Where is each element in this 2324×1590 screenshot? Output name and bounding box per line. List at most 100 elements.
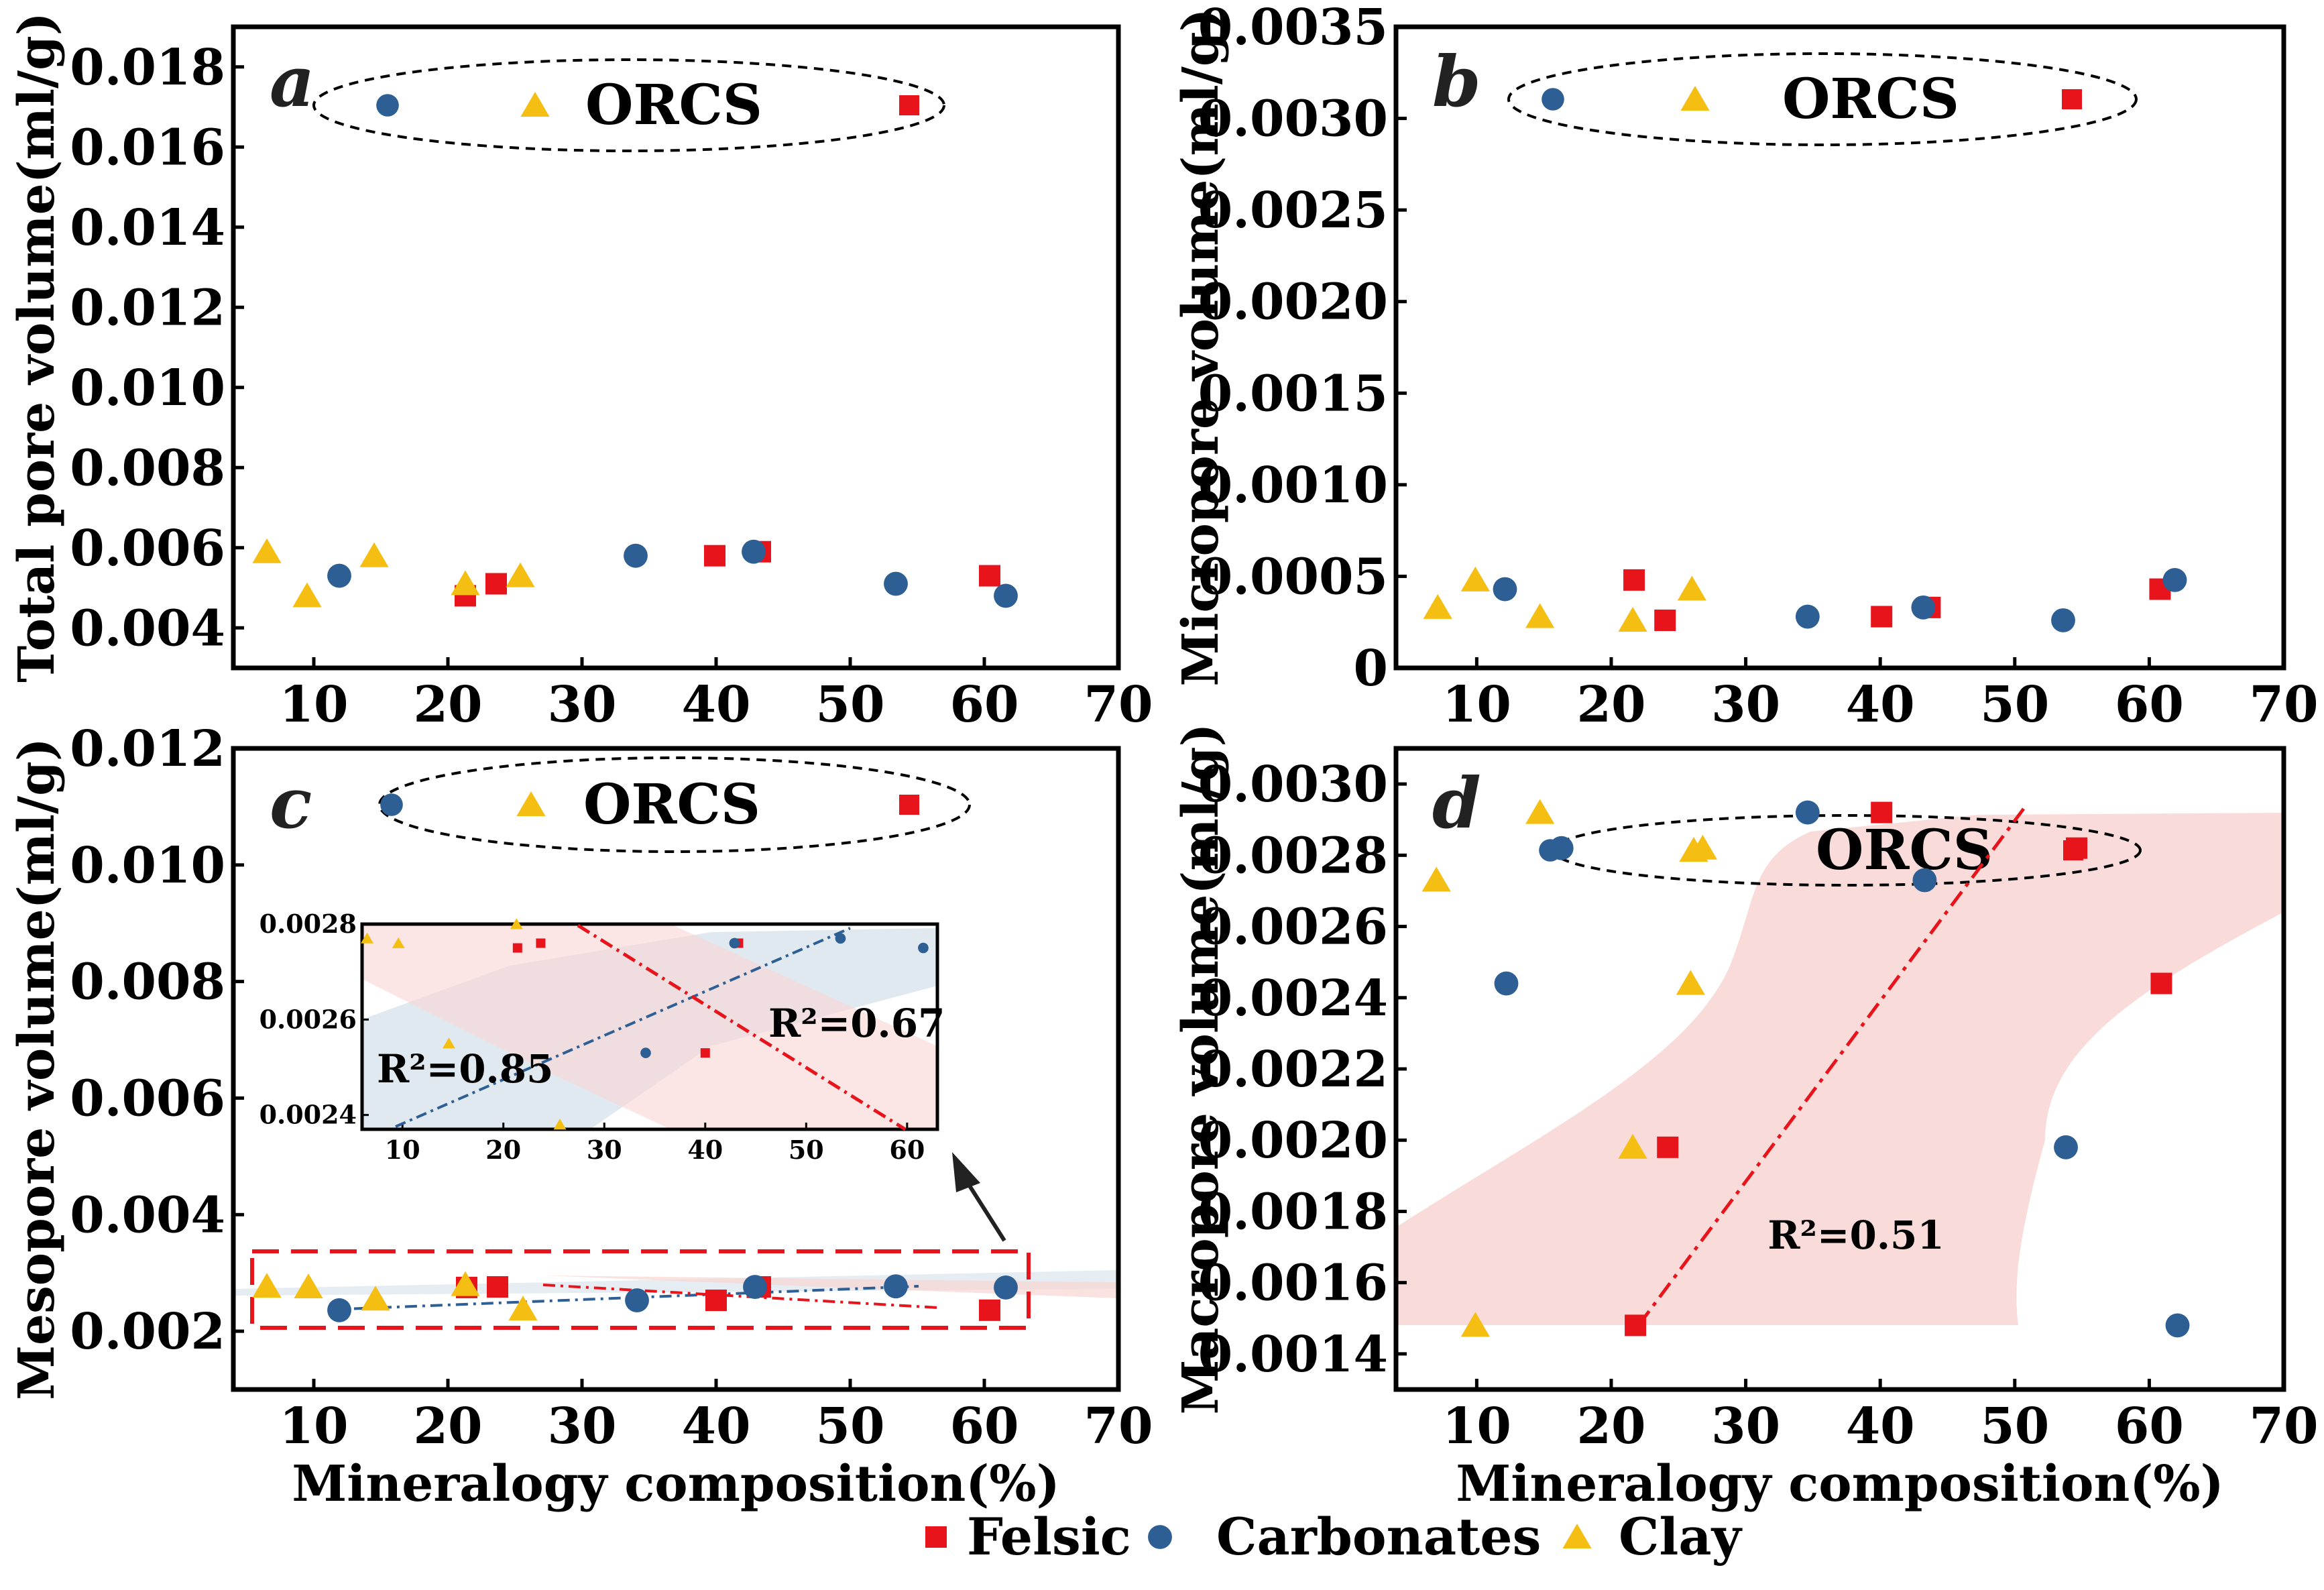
data-point-carbonates xyxy=(2162,567,2187,592)
orcs-clay-marker xyxy=(520,92,550,117)
inset-y-tick-label: 0.0028 xyxy=(259,909,357,939)
data-point-felsic xyxy=(485,573,507,595)
trend-line-felsic xyxy=(542,1284,939,1309)
data-point-carbonates xyxy=(1494,971,1519,996)
data-point-carbonates xyxy=(1493,577,1517,602)
inset-r-squared-carbonates: R²=0.85 xyxy=(377,1046,553,1092)
inset-chart: 0.0024 0.0026 0.0028 10 20 30 40 50 60 R²=0.85 R²=… xyxy=(259,909,945,1165)
data-point-clay xyxy=(1460,566,1490,591)
y-tick-label: 0.0028 xyxy=(1198,827,1388,885)
y-tick-label: 0.014 xyxy=(70,199,225,257)
panel-label: a xyxy=(270,40,314,123)
data-point-clay xyxy=(1618,1133,1647,1159)
y-tick-label: 0 xyxy=(1354,640,1389,697)
trend-line-carbonates xyxy=(328,1285,919,1311)
x-tick-label: 10 xyxy=(1442,676,1511,734)
inset-y-tick-label: 0.0024 xyxy=(259,1100,357,1130)
legend-label-carbonates: Carbonates xyxy=(1216,1507,1541,1567)
inset-x-tick-label: 50 xyxy=(789,1135,824,1165)
y-tick-label: 0.004 xyxy=(70,1186,225,1244)
y-tick-label: 0.0010 xyxy=(1198,457,1388,514)
orcs-carbonates-marker xyxy=(1542,88,1564,111)
data-point-clay xyxy=(1525,603,1555,628)
y-tick-label: 0.0035 xyxy=(1198,0,1388,56)
inset-band-felsic xyxy=(362,924,937,1129)
series-clay xyxy=(1421,799,1717,1337)
inset-data-point-carbonates xyxy=(640,1047,651,1058)
inset-x-tick-label: 30 xyxy=(587,1135,622,1165)
x-tick-label: 30 xyxy=(1711,1398,1780,1455)
y-tick-label: 0.008 xyxy=(70,439,225,497)
data-point-felsic xyxy=(1657,1136,1679,1158)
x-tick-label: 10 xyxy=(280,676,349,734)
y-tick-label: 0.0024 xyxy=(1198,970,1388,1027)
y-tick-label: 0.006 xyxy=(70,1070,225,1127)
data-point-clay xyxy=(361,1286,390,1311)
data-point-clay xyxy=(252,1273,282,1298)
data-point-carbonates xyxy=(884,571,908,596)
x-tick-label: 50 xyxy=(816,676,885,734)
data-point-felsic xyxy=(1623,569,1645,591)
legend: Felsic Carbonates Clay xyxy=(925,1507,1743,1567)
y-tick-label: 0.0022 xyxy=(1198,1041,1388,1098)
orcs-clay-marker xyxy=(516,791,546,816)
y-tick-label: 0.008 xyxy=(70,954,225,1011)
x-tick-label: 30 xyxy=(548,1398,617,1455)
y-axis-label: Macropore volume(ml/g) xyxy=(1172,723,1230,1414)
y-axis-label: Total pore volume(ml/g) xyxy=(8,12,66,683)
orcs-carbonates-marker xyxy=(376,94,399,117)
orcs-ellipse xyxy=(378,756,971,853)
data-point-felsic xyxy=(1654,609,1676,631)
inset-data-point-carbonates xyxy=(918,942,929,954)
r-squared-felsic: R²=0.51 xyxy=(1767,1212,1944,1258)
orcs-felsic-marker xyxy=(899,795,919,815)
data-point-felsic xyxy=(1871,801,1893,824)
y-tick-label: 0.016 xyxy=(70,119,225,176)
series-clay xyxy=(252,1271,538,1321)
data-point-felsic xyxy=(704,545,725,567)
y-tick-label: 0.0020 xyxy=(1198,1112,1388,1170)
orcs-label: ORCS xyxy=(1816,818,1993,883)
data-point-clay xyxy=(506,562,535,587)
plot-frame xyxy=(231,746,1121,1392)
data-point-carbonates xyxy=(2165,1313,2190,1338)
data-point-clay xyxy=(1421,866,1451,892)
inset-data-point-clay xyxy=(443,1037,455,1049)
x-axis-label: Mineralogy composition(%) xyxy=(1456,1455,2223,1513)
legend-label-clay: Clay xyxy=(1619,1507,1743,1567)
legend-marker-carbonates xyxy=(1148,1525,1172,1549)
x-tick-label: 70 xyxy=(2250,676,2319,734)
legend-marker-felsic xyxy=(925,1526,947,1548)
x-tick-label: 70 xyxy=(1084,1398,1153,1455)
series-felsic xyxy=(455,541,1000,607)
panel-a: 0.004 0.006 0.008 0.010 0.012 0.014 0.016 0.018… xyxy=(8,12,1153,734)
y-tick-label: 0.0030 xyxy=(1198,756,1388,813)
data-point-carbonates xyxy=(2051,608,2075,632)
x-tick-label: 60 xyxy=(950,1398,1019,1455)
inset-data-point-felsic xyxy=(700,1048,710,1058)
x-tick-label: 40 xyxy=(682,1398,751,1455)
data-point-felsic xyxy=(2150,972,2172,995)
y-axis-label: Micropore volume(ml/g) xyxy=(1172,8,1230,686)
data-point-clay xyxy=(294,1273,323,1299)
x-tick-label: 50 xyxy=(1980,1398,2049,1455)
orcs-label: ORCS xyxy=(583,773,760,837)
orcs-ellipse xyxy=(1507,52,2138,146)
data-point-carbonates xyxy=(625,1288,649,1312)
data-point-clay xyxy=(451,1271,480,1296)
data-point-clay xyxy=(1525,799,1555,824)
plot-frame xyxy=(231,24,1121,671)
inset-arrow-head xyxy=(952,1152,980,1192)
inset-data-point-felsic xyxy=(536,938,546,948)
data-point-felsic xyxy=(979,1299,1000,1321)
data-point-clay xyxy=(359,542,389,567)
data-point-carbonates xyxy=(1795,800,1820,825)
x-tick-label: 40 xyxy=(1846,676,1915,734)
x-tick-label: 70 xyxy=(2250,1398,2319,1455)
data-point-felsic xyxy=(979,565,1000,587)
confidence-band-felsic xyxy=(1396,813,2284,1325)
data-point-carbonates xyxy=(1549,836,1574,860)
x-tick-label: 20 xyxy=(414,676,483,734)
y-tick-label: 0.0005 xyxy=(1198,548,1388,606)
data-point-clay xyxy=(1618,606,1647,632)
